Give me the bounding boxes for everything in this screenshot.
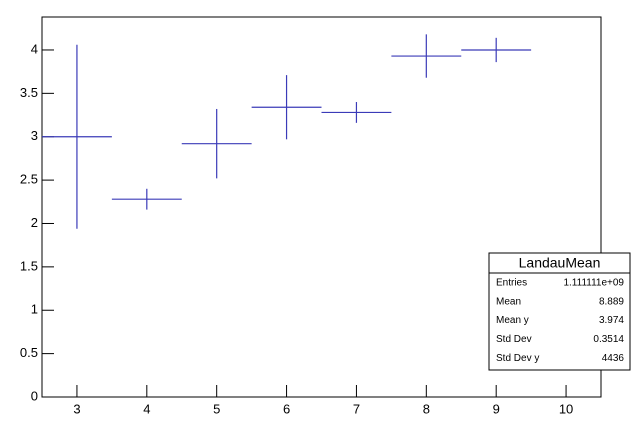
x-tick-label: 9 — [493, 401, 500, 416]
y-tick-label: 1.5 — [20, 258, 38, 273]
stats-label: Mean y — [496, 315, 529, 326]
y-tick-label: 2 — [31, 215, 38, 230]
stats-title: LandauMean — [519, 255, 601, 271]
y-tick-label: 0.5 — [20, 345, 38, 360]
plot-frame — [41, 16, 602, 398]
stats-label: Mean — [496, 296, 521, 307]
stats-label: Std Dev y — [496, 353, 539, 364]
stats-value: 3.974 — [599, 315, 624, 326]
x-tick-label: 5 — [213, 401, 220, 416]
x-tick-label: 8 — [423, 401, 430, 416]
y-tick-label: 0 — [31, 388, 38, 403]
x-tick-label: 6 — [283, 401, 290, 416]
stats-value: 8.889 — [599, 296, 624, 307]
y-tick-label: 3 — [31, 128, 38, 143]
x-tick-label: 10 — [559, 401, 573, 416]
x-tick-label: 3 — [73, 401, 80, 416]
y-tick-label: 4 — [31, 41, 38, 56]
y-tick-label: 3.5 — [20, 85, 38, 100]
y-tick-label: 2.5 — [20, 172, 38, 187]
x-tick-label: 7 — [353, 401, 360, 416]
stats-box: LandauMean — [488, 252, 631, 371]
stats-value: 4436 — [602, 353, 625, 364]
x-tick-label: 4 — [143, 401, 150, 416]
stats-label: Entries — [496, 278, 527, 289]
stats-value: 0.3514 — [593, 334, 624, 345]
y-tick-label: 1 — [31, 302, 38, 317]
stats-value: 1.111111e+09 — [563, 278, 624, 289]
stats-label: Std Dev — [496, 334, 532, 345]
